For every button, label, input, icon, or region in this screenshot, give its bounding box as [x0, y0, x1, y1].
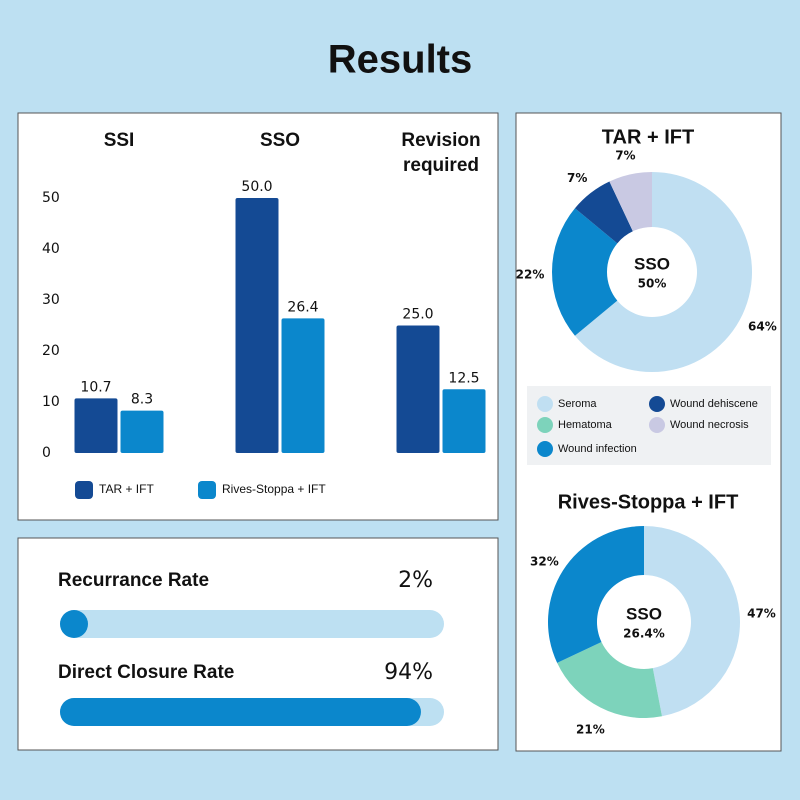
legend-swatch	[649, 417, 665, 433]
bar-value-label: 50.0	[241, 179, 272, 195]
donut-title: Rives-Stoppa + IFT	[558, 491, 739, 513]
legend-label: Rives-Stoppa + IFT	[222, 482, 326, 496]
rate-label: Direct Closure Rate	[58, 662, 234, 683]
y-tick-label: 50	[42, 190, 60, 206]
category-text: SSI	[103, 130, 135, 151]
progress-track	[60, 610, 444, 638]
bar-value-label: 12.5	[448, 370, 479, 386]
legend-label: Hematoma	[558, 419, 613, 431]
bar-value-label: 25.0	[402, 307, 433, 323]
bar	[120, 410, 164, 453]
slice-label: 21%	[576, 723, 605, 737]
legend-swatch	[75, 481, 93, 499]
bar-value-label: 10.7	[80, 379, 111, 395]
y-tick-label: 10	[42, 394, 60, 410]
legend-swatch	[649, 396, 665, 412]
page-title: Results	[328, 38, 473, 82]
legend-swatch	[198, 481, 216, 499]
donut-title: TAR + IFT	[602, 126, 694, 148]
slice-label: 7%	[567, 171, 587, 185]
donut-slice	[574, 181, 633, 244]
y-tick-label: 30	[42, 292, 60, 308]
progress-fill	[60, 698, 421, 726]
y-tick-label: 0	[42, 445, 51, 461]
category-text: SSO	[259, 130, 301, 151]
slice-label: 47%	[747, 606, 776, 620]
x-category-label: SSI	[103, 130, 135, 151]
bar	[442, 389, 486, 453]
x-category-label: Revision required	[401, 130, 481, 176]
slice-label: 7%	[615, 148, 635, 162]
progress-fill	[60, 610, 88, 638]
donut-slice	[609, 172, 652, 232]
bar-value-label: 8.3	[131, 392, 153, 408]
donut-slice	[551, 208, 618, 336]
bar-value-label: 26.4	[287, 299, 318, 315]
bar	[235, 198, 279, 453]
legend-label: Wound necrosis	[670, 419, 749, 431]
y-tick-label: 40	[42, 241, 60, 257]
donut-center-title: SSO	[626, 604, 662, 623]
rate-value: 2%	[398, 568, 433, 593]
legend-swatch	[537, 417, 553, 433]
slice-label: 64%	[748, 319, 777, 333]
legend-swatch	[537, 441, 553, 457]
slice-label: 32%	[530, 554, 559, 568]
category-text: Revision required	[401, 130, 481, 176]
donut-slice	[548, 526, 644, 663]
legend-box	[527, 386, 771, 465]
legend-label: Wound infection	[558, 443, 637, 455]
legend-label: Wound dehiscene	[670, 398, 758, 410]
slice-label: 22%	[516, 268, 545, 282]
x-category-label: SSO	[259, 130, 301, 151]
rate-value: 94%	[384, 660, 433, 685]
donut-slice	[574, 172, 752, 372]
rate-label: Recurrance Rate	[58, 570, 209, 591]
donut-slice	[557, 642, 662, 718]
legend-label: TAR + IFT	[99, 482, 154, 496]
bar	[74, 398, 118, 453]
bar	[396, 325, 440, 453]
donut-slice	[644, 526, 740, 717]
donut-center-title: SSO	[634, 254, 670, 273]
legend-label: Seroma	[558, 398, 597, 410]
bar	[281, 318, 325, 453]
donut-center-subtitle: 50%	[638, 277, 667, 291]
y-tick-label: 20	[42, 343, 60, 359]
donut-center-subtitle: 26.4%	[623, 627, 665, 641]
legend-swatch	[537, 396, 553, 412]
